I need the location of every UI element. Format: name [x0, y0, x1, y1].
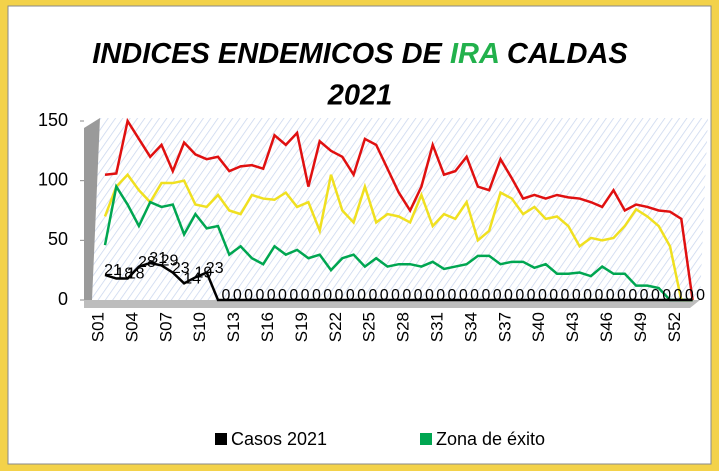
series-line: [103, 172, 693, 302]
y-tick-label: 0: [58, 289, 68, 309]
data-label: 0: [606, 287, 615, 304]
data-label: 0: [674, 287, 683, 304]
data-label: 0: [448, 287, 457, 304]
data-label: 0: [357, 287, 366, 304]
data-label: 0: [470, 287, 479, 304]
x-tick-label: S10: [190, 312, 209, 342]
data-label: 0: [651, 287, 660, 304]
x-tick-label: S22: [326, 312, 345, 342]
title-suffix: CALDAS: [507, 38, 628, 70]
data-label: 0: [267, 287, 276, 304]
legend-swatch: [215, 433, 227, 445]
x-tick-label: S01: [88, 312, 107, 342]
data-label: 23: [206, 260, 224, 277]
x-tick-label: S19: [292, 312, 311, 342]
data-label: 0: [278, 287, 287, 304]
data-label: 0: [289, 287, 298, 304]
data-label: 0: [696, 287, 705, 304]
data-label: 0: [368, 287, 377, 304]
data-label: 0: [515, 287, 524, 304]
data-label: 0: [561, 287, 570, 304]
data-label: 28: [138, 254, 156, 271]
side-wall: [84, 118, 100, 300]
data-label: 0: [685, 287, 694, 304]
data-label: 0: [662, 287, 671, 304]
data-label: 0: [222, 287, 231, 304]
data-label: 0: [459, 287, 468, 304]
data-label: 29: [161, 253, 179, 270]
data-label: 0: [425, 287, 434, 304]
data-label: 31: [149, 250, 167, 267]
data-label: 0: [380, 287, 389, 304]
series-line: [103, 183, 693, 302]
series-line: [104, 261, 693, 302]
data-label: 0: [549, 287, 558, 304]
legend-label: Zona de éxito: [436, 429, 545, 449]
data-label: 0: [233, 287, 242, 304]
data-label: 0: [436, 287, 445, 304]
data-label: 14: [183, 271, 201, 288]
legend: Casos 2021 Zona de éxito: [215, 429, 545, 449]
x-tick-label: S34: [461, 312, 480, 342]
data-label: 0: [572, 287, 581, 304]
data-label: 21: [104, 262, 122, 279]
data-label: 0: [414, 287, 423, 304]
series-line: [104, 117, 694, 301]
data-label: 0: [402, 287, 411, 304]
x-tick-label: S13: [224, 312, 243, 342]
data-label: 0: [504, 287, 513, 304]
title-prefix: INDICES ENDEMICOS DE: [92, 38, 443, 70]
floor: [84, 300, 700, 308]
data-label: 0: [583, 287, 592, 304]
data-label: 0: [255, 287, 264, 304]
x-tick-label: S28: [394, 312, 413, 342]
data-label: 0: [527, 287, 536, 304]
x-tick-label: S43: [563, 312, 582, 342]
x-tick-label: S49: [631, 312, 650, 342]
x-tick-label: S31: [427, 312, 446, 342]
y-tick-label: 50: [48, 229, 68, 249]
title-highlight: IRA: [450, 38, 499, 70]
x-tick-label: S25: [360, 312, 379, 342]
chart-title: INDICES ENDEMICOS DE IRA CALDAS: [92, 38, 628, 70]
data-label: 0: [244, 287, 253, 304]
x-tick-label: S07: [156, 312, 175, 342]
data-label: 0: [335, 287, 344, 304]
x-tick-label: S16: [258, 312, 277, 342]
y-tick-label: 150: [38, 110, 68, 130]
data-label: 0: [346, 287, 355, 304]
data-label: 0: [538, 287, 547, 304]
legend-label: Casos 2021: [231, 429, 327, 449]
x-tick-label: S52: [665, 312, 684, 342]
x-tick-label: S04: [122, 312, 141, 342]
x-tick-label: S40: [529, 312, 548, 342]
data-label: 0: [323, 287, 332, 304]
data-label: 0: [617, 287, 626, 304]
data-label: 18: [115, 266, 133, 283]
y-tick-label: 100: [38, 169, 68, 189]
data-label: 18: [127, 266, 145, 283]
x-tick-label: S37: [495, 312, 514, 342]
x-tick-label: S46: [597, 312, 616, 342]
data-label: 0: [391, 287, 400, 304]
data-label: 0: [481, 287, 490, 304]
data-label: 0: [628, 287, 637, 304]
data-label: 0: [312, 287, 321, 304]
plot-wall: [92, 118, 708, 300]
data-label: 19: [195, 265, 213, 282]
data-label: 0: [301, 287, 310, 304]
legend-swatch: [420, 433, 432, 445]
chart-title-line2: 2021: [327, 80, 393, 112]
data-label: 0: [493, 287, 502, 304]
data-label: 0: [640, 287, 649, 304]
data-label: 0: [594, 287, 603, 304]
data-label: 23: [172, 260, 190, 277]
